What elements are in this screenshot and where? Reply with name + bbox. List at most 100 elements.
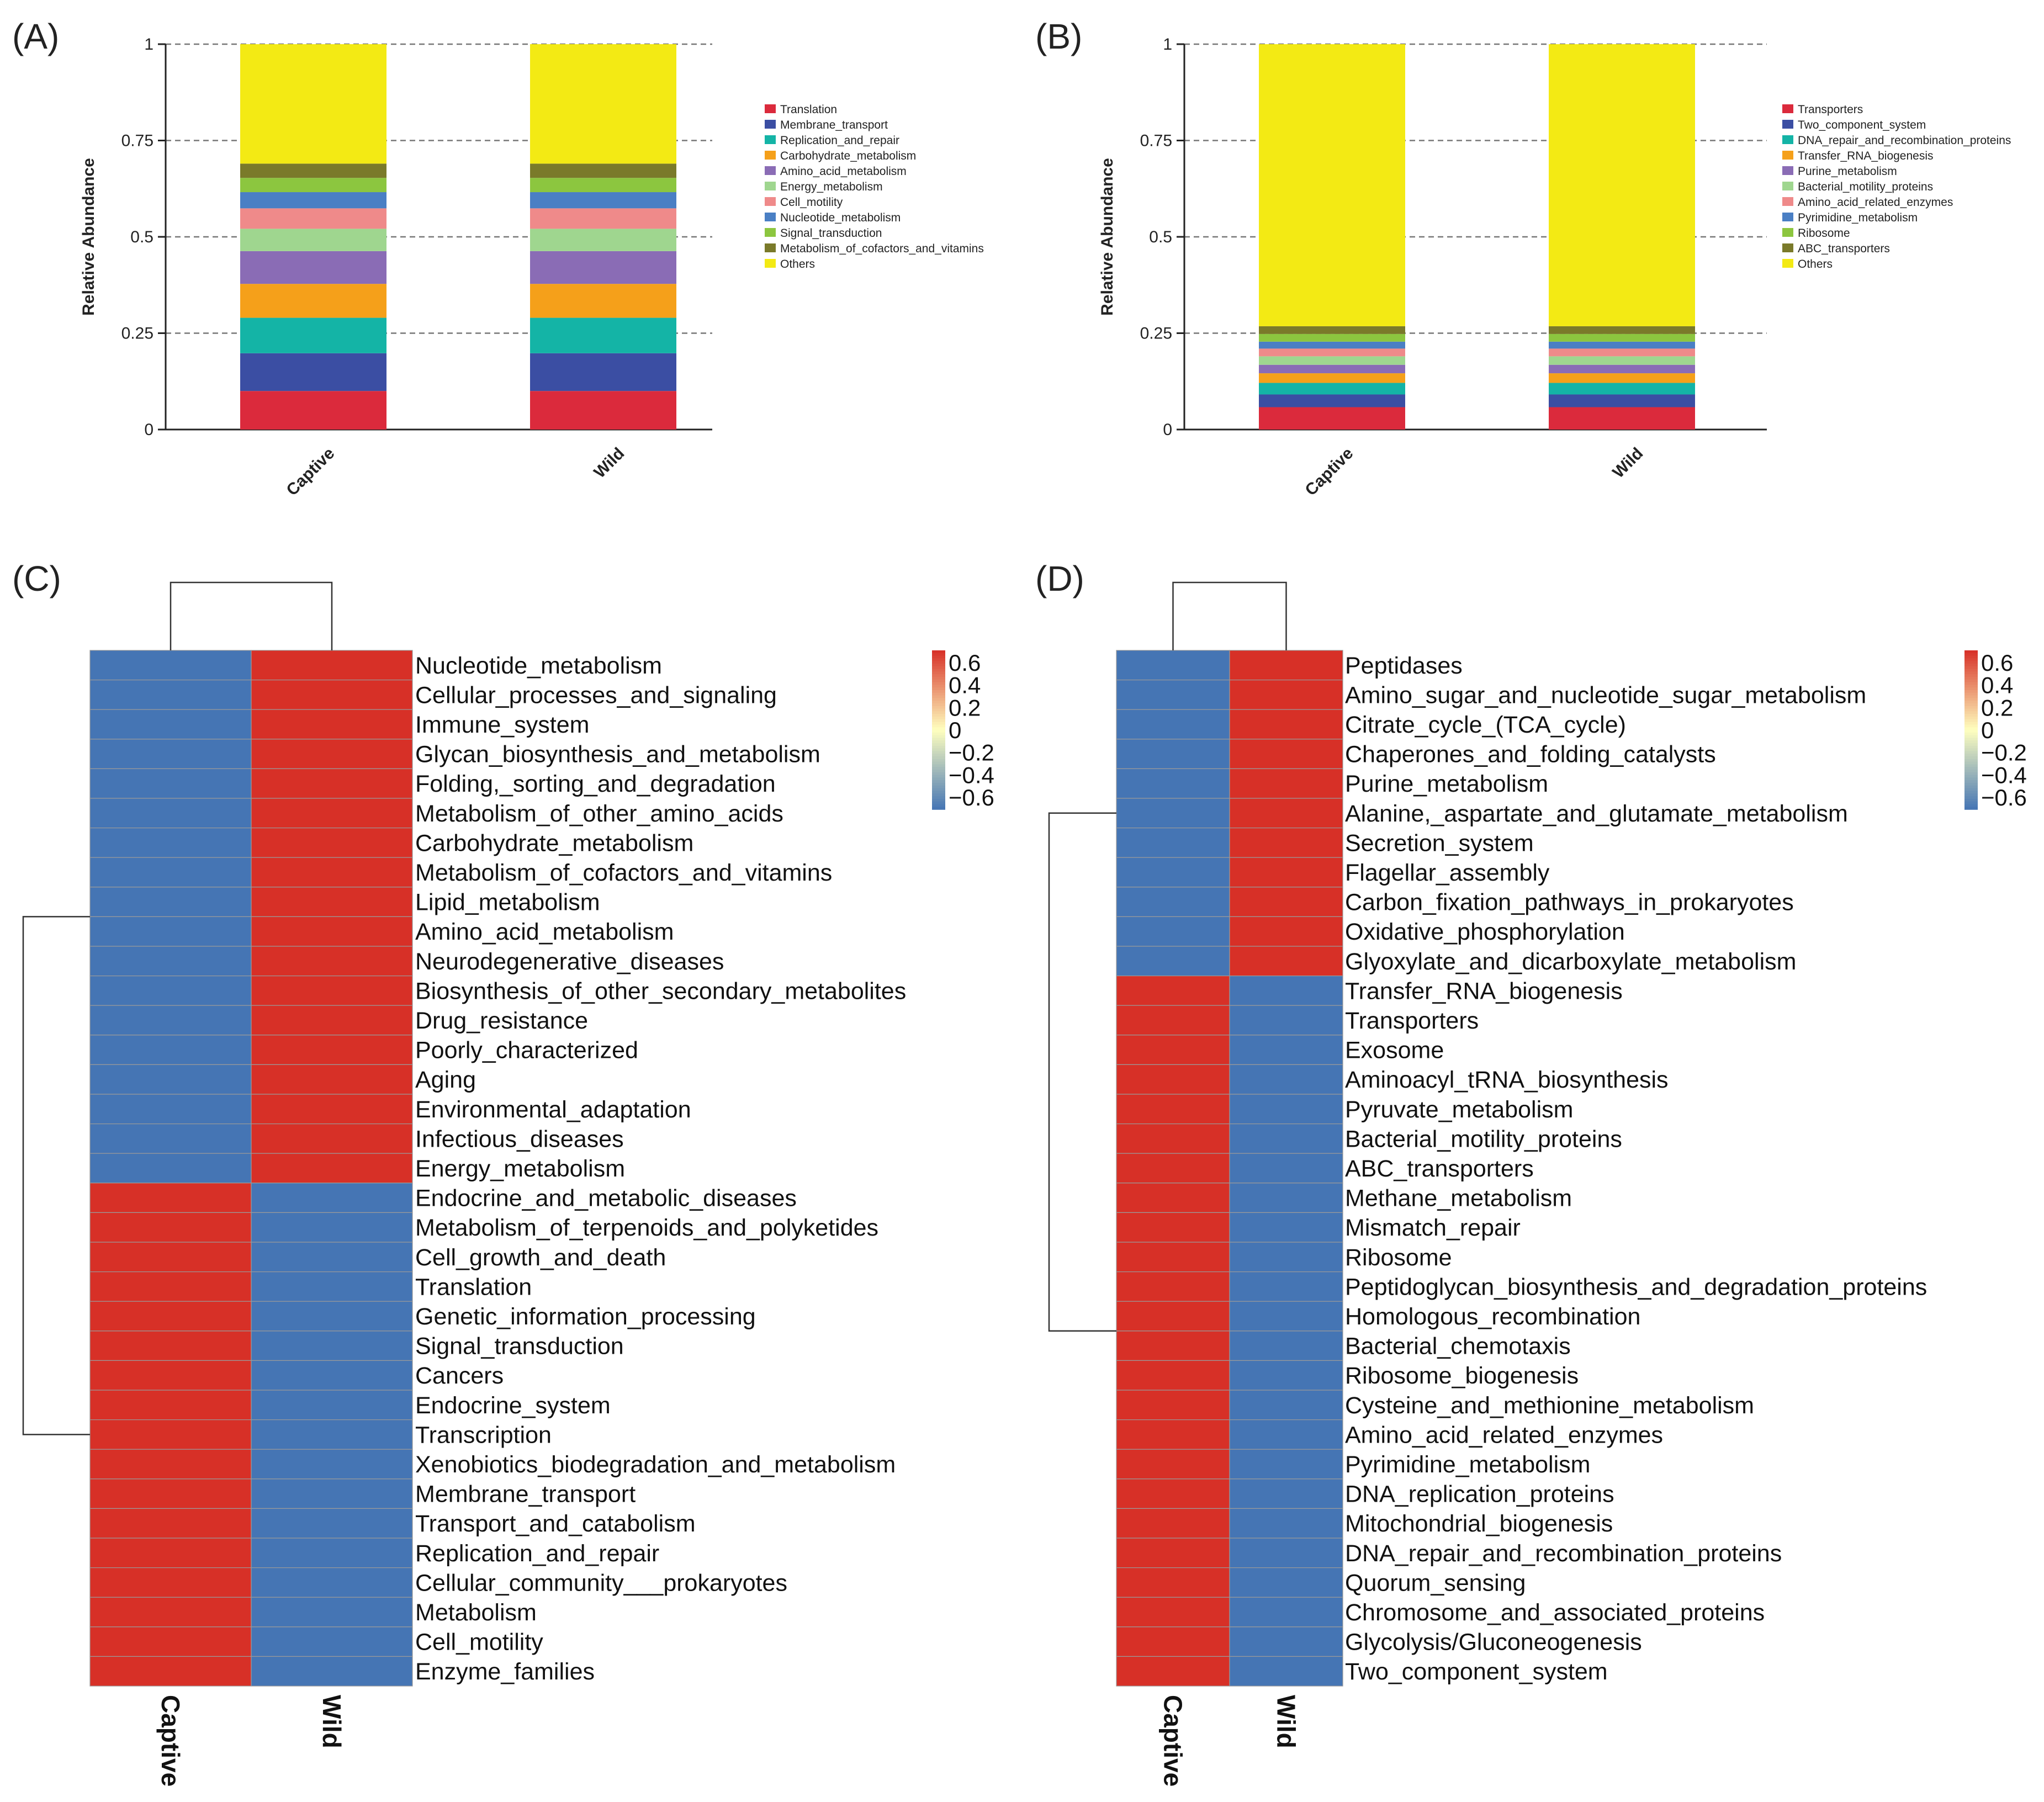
heat-cell-dna-repair-and-recombination-proteins	[1116, 1538, 1230, 1568]
colorbar-segment	[1964, 708, 1978, 712]
row-label: Bacterial_chemotaxis	[1345, 1333, 1571, 1360]
heat-cell-neurodegenerative-diseases	[251, 946, 413, 977]
heat-cell-pyruvate-metabolism	[1229, 1094, 1343, 1125]
legend-label: ABC_transporters	[1798, 242, 1890, 255]
colorbar-segment	[1964, 767, 1978, 770]
heat-cell-transport-and-catabolism	[251, 1508, 413, 1539]
colorbar-segment	[1964, 735, 1978, 739]
colorbar-segment	[1964, 777, 1978, 781]
row-label: Carbohydrate_metabolism	[415, 830, 693, 856]
heat-cell-metabolism-of-terpenoids-and-polyketides	[89, 1212, 252, 1243]
row-label: Folding,_sorting_and_degradation	[415, 771, 776, 797]
row-label: Endocrine_and_metabolic_diseases	[415, 1185, 797, 1212]
colorbar-segment	[932, 703, 945, 707]
colorbar-segment	[1964, 759, 1978, 762]
heat-cell-bacterial-motility-proteins	[1116, 1123, 1230, 1154]
row-label: Two_component_system	[1345, 1658, 1608, 1685]
colorbar-segment	[932, 785, 945, 789]
panel-label: (C)	[12, 559, 61, 598]
row-label: Cellular_processes_and_signaling	[415, 682, 777, 708]
colorbar-tick-label: 0.6	[1981, 650, 2013, 676]
row-label: Poorly_characterized	[415, 1037, 638, 1064]
legend-label: Pyrimidine_metabolism	[1798, 211, 1918, 224]
heat-cell-bacterial-chemotaxis	[1116, 1331, 1230, 1361]
heat-cell-xenobiotics-biodegradation-and-metabolism	[251, 1449, 413, 1480]
heat-cell-endocrine-and-metabolic-diseases	[251, 1183, 413, 1213]
row-label: Exosome	[1345, 1037, 1444, 1064]
row-label: Metabolism_of_cofactors_and_vitamins	[415, 860, 832, 886]
bar-segment-transfer-rna-biogenesis	[1259, 373, 1405, 383]
colorbar-segment	[1964, 801, 1978, 805]
row-label: Homologous_recombination	[1345, 1303, 1640, 1330]
colorbar-segment	[932, 796, 945, 799]
row-label: Membrane_transport	[415, 1481, 636, 1508]
row-label: DNA_replication_proteins	[1345, 1481, 1614, 1508]
heat-cell-carbon-fixation-pathways-in-prokaryotes	[1229, 887, 1343, 918]
legend-swatch	[1782, 104, 1793, 113]
colorbar-segment	[932, 653, 945, 656]
colorbar-segment	[1964, 743, 1978, 746]
heat-cell-homologous-recombination	[1229, 1301, 1343, 1332]
heat-cell-amino-acid-related-enzymes	[1229, 1419, 1343, 1450]
colorbar-tick-label: −0.2	[1981, 740, 2027, 766]
bar-segment-others	[240, 44, 386, 164]
legend-swatch	[765, 213, 776, 221]
heat-cell-nucleotide-metabolism	[251, 650, 413, 681]
y-tick-label: 0.75	[1140, 132, 1172, 150]
legend-swatch	[1782, 243, 1793, 252]
heat-cell-endocrine-system	[251, 1390, 413, 1421]
bar-segment-metabolism-of-cofactors-and-vitamins	[240, 163, 386, 178]
legend-label: Cell_motility	[780, 196, 843, 209]
panel-c: (C) Nucleotide_metabolism Cellular_process…	[12, 559, 994, 1787]
row-label: Purine_metabolism	[1345, 771, 1548, 797]
row-label: Transfer_RNA_biogenesis	[1345, 978, 1623, 1004]
heat-cell-pyrimidine-metabolism	[1116, 1449, 1230, 1480]
colorbar-segment	[1964, 719, 1978, 723]
colorbar-segment	[1964, 690, 1978, 693]
heat-cell-secretion-system	[1229, 827, 1343, 858]
colorbar-segment	[932, 661, 945, 664]
heat-cell-metabolism-of-other-amino-acids	[89, 798, 252, 829]
row-label: Chaperones_and_folding_catalysts	[1345, 741, 1716, 768]
row-label: Environmental_adaptation	[415, 1096, 691, 1123]
colorbar-segment	[932, 671, 945, 675]
y-tick-label: 0	[1163, 421, 1172, 439]
heat-cell-environmental-adaptation	[89, 1094, 252, 1125]
bar-segment-transporters	[1259, 407, 1405, 430]
colorbar-segment	[1964, 706, 1978, 709]
colorbar-segment	[1964, 751, 1978, 754]
colorbar-segment	[1964, 761, 1978, 765]
heat-cell-bacterial-chemotaxis	[1229, 1331, 1343, 1361]
heat-cell-oxidative-phosphorylation	[1229, 916, 1343, 947]
row-label: Chromosome_and_associated_proteins	[1345, 1599, 1765, 1626]
panel-d: (D) Peptidases Amino_sugar_and_nucleotide_…	[1035, 559, 2027, 1787]
colorbar-segment	[1964, 756, 1978, 760]
heat-cell-endocrine-and-metabolic-diseases	[89, 1183, 252, 1213]
panel-label: (B)	[1035, 17, 1082, 56]
heat-cell-peptidoglycan-biosynthesis-and-degradation-proteins	[1229, 1271, 1343, 1302]
colorbar-segment	[932, 751, 945, 754]
heat-cell-amino-sugar-and-nucleotide-sugar-metabolism	[1229, 679, 1343, 710]
legend-swatch	[1782, 135, 1793, 144]
colorbar-tick-label: −0.6	[1981, 785, 2027, 810]
heat-cell-enzyme-families	[89, 1656, 252, 1687]
legend-label: Transporters	[1798, 103, 1863, 116]
colorbar-segment	[932, 674, 945, 677]
heat-cell-glycan-biosynthesis-and-metabolism	[89, 739, 252, 770]
legend-label: Two_component_system	[1798, 119, 1926, 131]
heat-cell-replication-and-repair	[89, 1538, 252, 1568]
heat-cell-genetic-information-processing	[89, 1301, 252, 1332]
legend-swatch	[765, 120, 776, 129]
colorbar-segment	[1964, 682, 1978, 686]
colorbar-segment	[932, 664, 945, 667]
heat-cell-cellular-processes-and-signaling	[89, 679, 252, 710]
colorbar-tick-label: 0	[949, 717, 961, 743]
row-label: Signal_transduction	[415, 1333, 624, 1360]
heat-cell-aminoacyl-trna-biosynthesis	[1229, 1064, 1343, 1095]
bar-segment-pyrimidine-metabolism	[1259, 341, 1405, 349]
colorbar-segment	[932, 756, 945, 760]
colorbar-segment	[932, 783, 945, 786]
heat-cell-peptidases	[1116, 650, 1230, 681]
row-label: Cancers	[415, 1363, 504, 1389]
colorbar-segment	[932, 743, 945, 746]
